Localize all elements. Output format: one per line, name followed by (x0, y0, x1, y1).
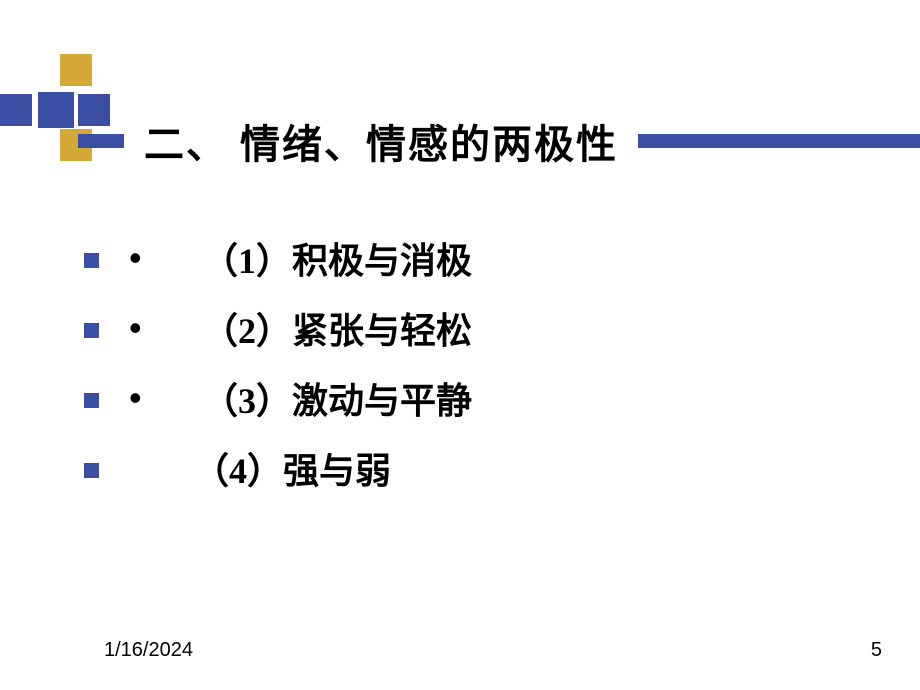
bullet-dot-icon: • (129, 377, 175, 419)
title-bar-left (78, 134, 124, 148)
bullet-dot-icon: • (129, 237, 175, 279)
bullet-square-icon (84, 253, 99, 268)
footer-date: 1/16/2024 (104, 639, 193, 662)
bullet-dot-icon: • (129, 307, 175, 349)
bullet-square-icon (84, 393, 99, 408)
title-bar-right (638, 134, 920, 148)
title-row: 二、 情绪、情感的两极性 (78, 112, 920, 170)
gold-square (60, 54, 92, 86)
slide-title: 二、 情绪、情感的两极性 (136, 112, 626, 170)
list-item: • （3）激动与平静 (84, 372, 472, 424)
list-item: • （1）积极与消极 (84, 232, 472, 284)
list-item-text: （4）强与弱 (175, 442, 391, 494)
list-item: • （2）紧张与轻松 (84, 302, 472, 354)
list-item-text: （1）积极与消极 (175, 232, 472, 284)
blue-square (0, 94, 32, 126)
blue-square (38, 92, 74, 128)
list-item-text: （2）紧张与轻松 (175, 302, 472, 354)
list-item: （4）强与弱 (84, 442, 472, 494)
list-item-text: （3）激动与平静 (175, 372, 472, 424)
bullet-square-icon (84, 323, 99, 338)
footer-page-number: 5 (871, 639, 882, 662)
bullet-square-icon (84, 463, 99, 478)
content-list: • （1）积极与消极• （2）紧张与轻松• （3）激动与平静 （4）强与弱 (84, 232, 472, 512)
